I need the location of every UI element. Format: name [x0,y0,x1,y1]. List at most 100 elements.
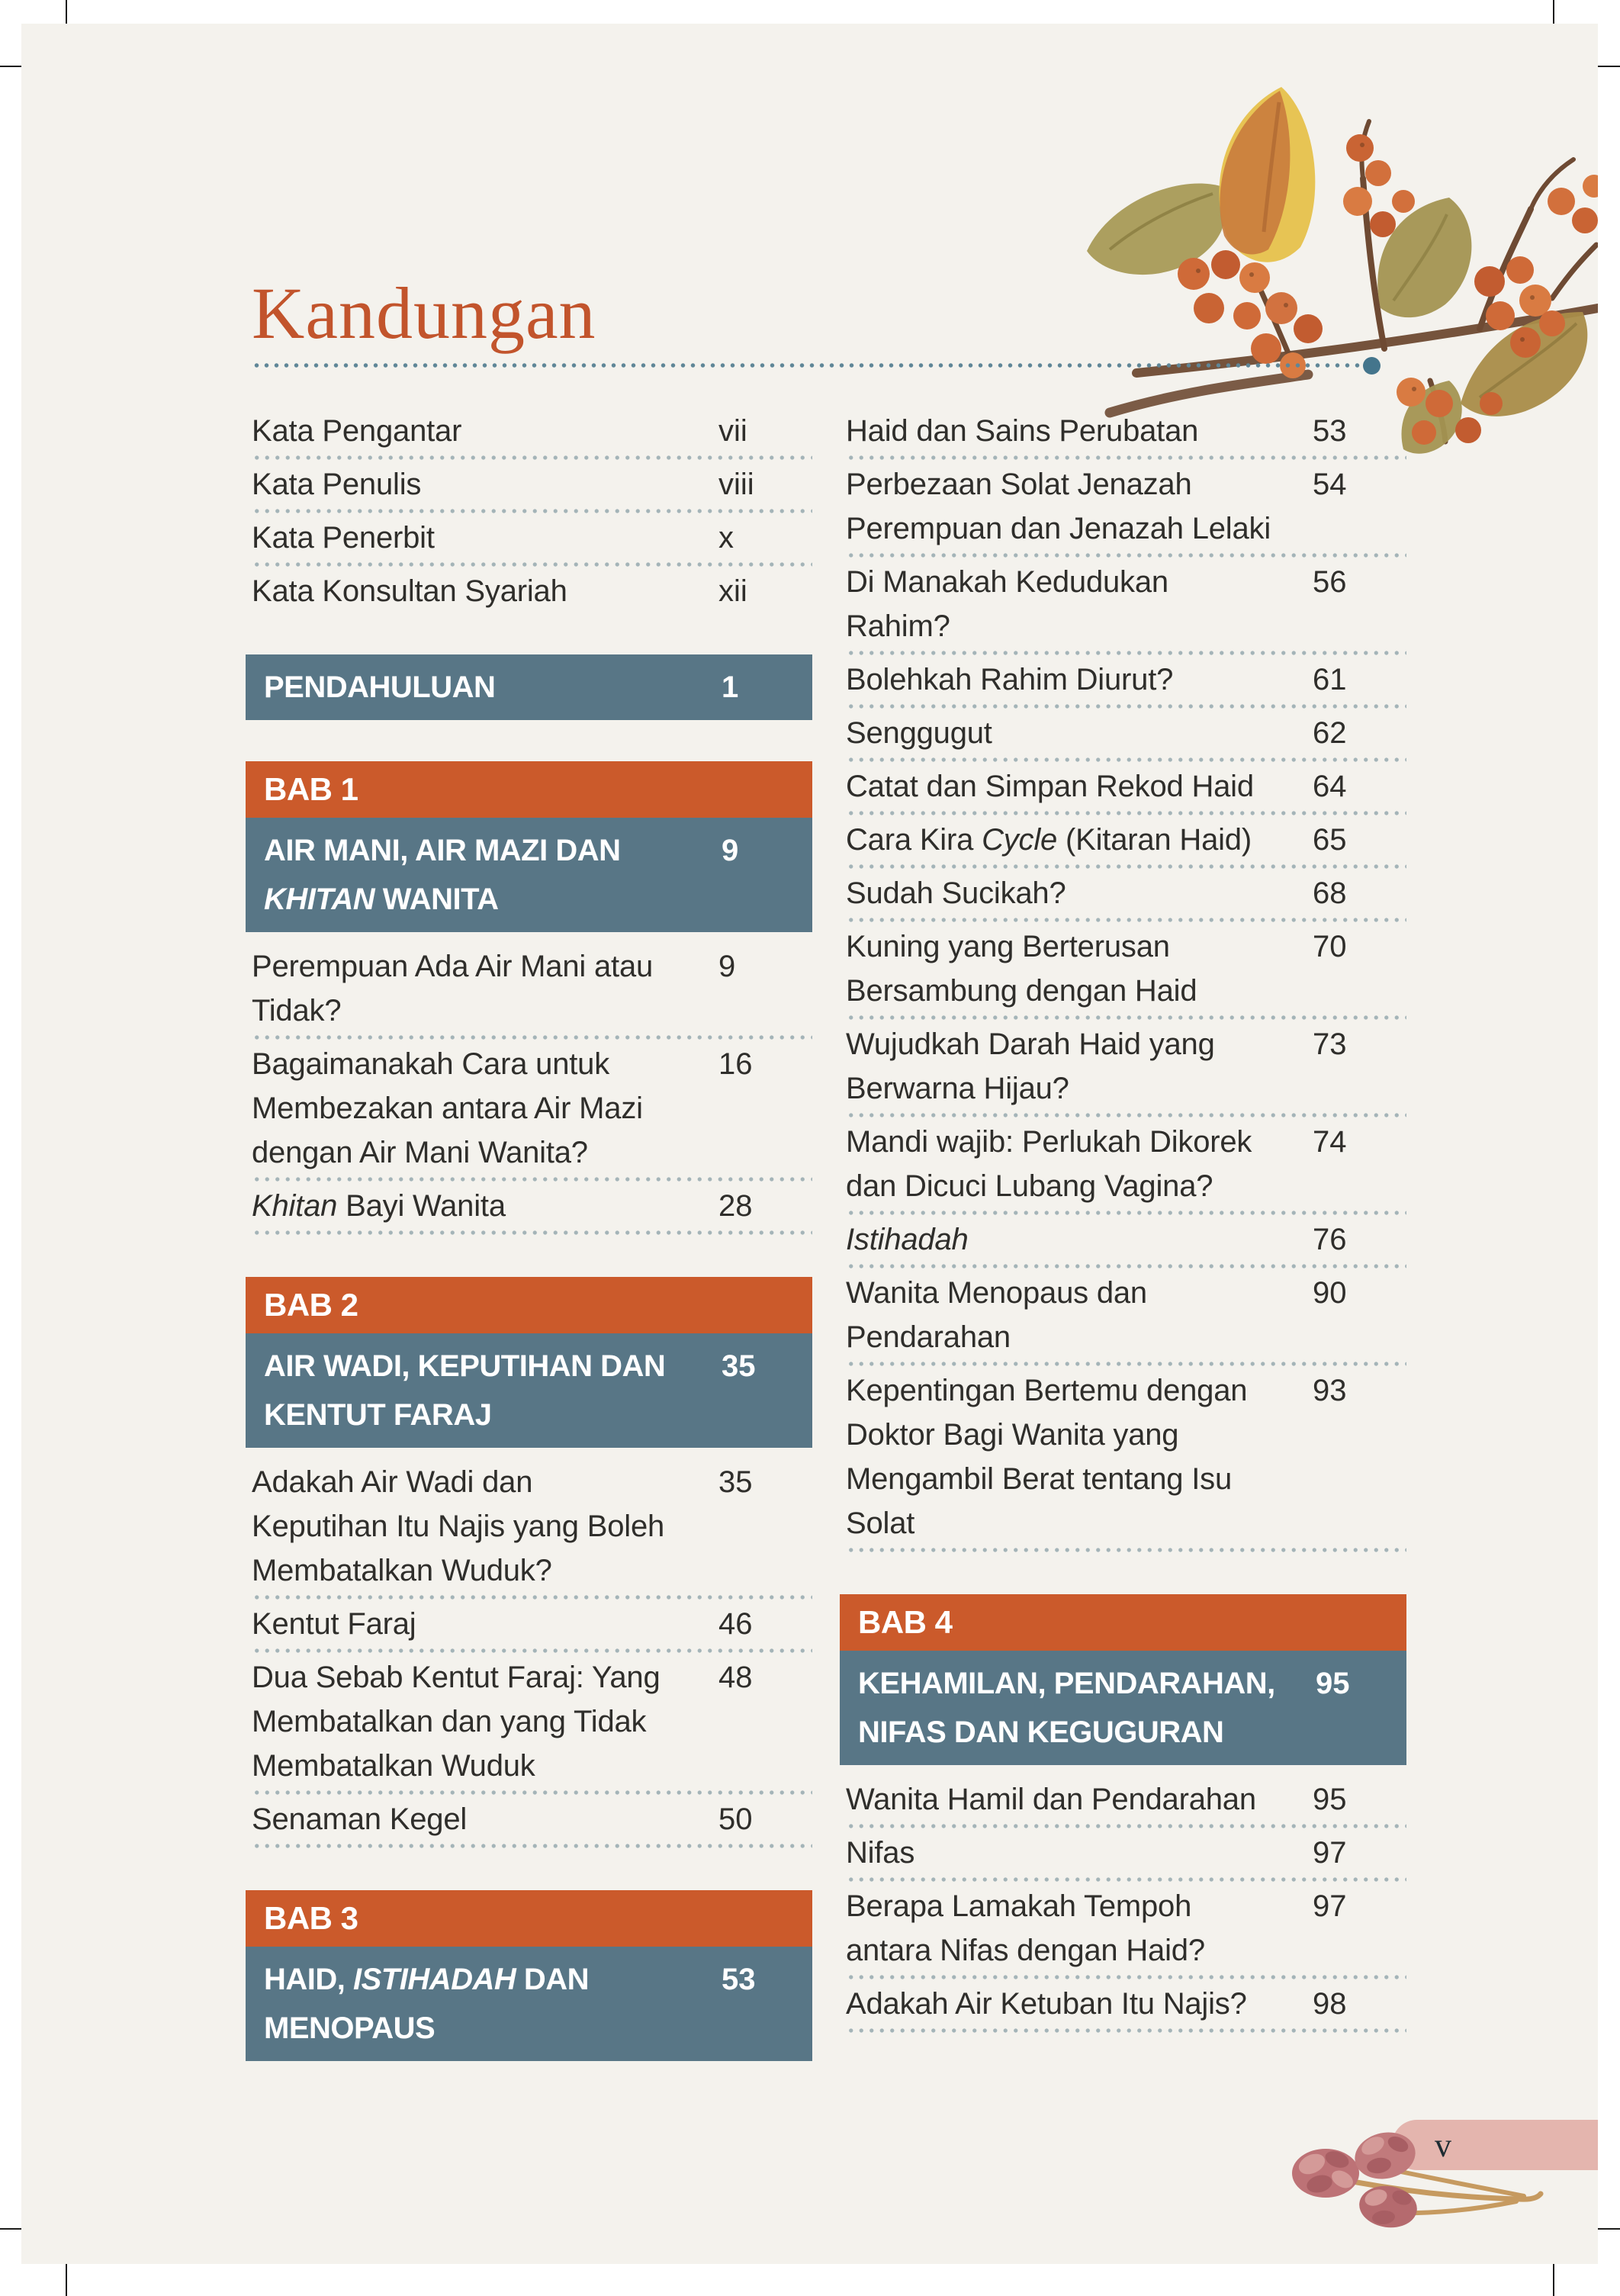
chapter-page: 53 [722,1963,756,1996]
dotted-separator [846,1974,1406,1980]
chapter-title: AIR WADI, KEPUTIHAN DAN KENTUT FARAJ [264,1349,666,1432]
toc-entry: Catat dan Simpan Rekod Haid 64 [846,764,1406,809]
toc-entry-page: vii [718,414,747,448]
toc-entry: Istihadah 76 [846,1217,1406,1262]
dotted-separator [846,703,1406,709]
toc-entry: Kata Pengantar vii [252,409,812,453]
flower-head-2 [1355,2132,1416,2179]
toc-entry: Cara Kira Cycle (Kitaran Haid) 65 [846,818,1406,862]
bab-label: BAB 4 [840,1594,1406,1651]
dotted-separator [846,810,1406,816]
rule-end-dot [1363,356,1381,375]
dotted-separator [846,650,1406,656]
toc-entry-page: 16 [718,1047,753,1081]
toc-entry-page: 9 [718,950,736,983]
dotted-separator [846,2027,1406,2034]
toc-entry: Wanita Menopaus dan Pendarahan 90 [846,1271,1406,1359]
dotted-separator [252,1594,812,1600]
toc-entry-title: Bagaimanakah Cara untuk Membezakan antar… [252,1047,643,1169]
toc-columns: Kata Pengantar vii Kata Penulis viii Kata Pe… [246,409,1406,2073]
dotted-separator [846,1112,1406,1118]
toc-entry-page: 62 [1313,716,1347,750]
toc-entry-page: 73 [1313,1027,1347,1061]
toc-entry-title: Cara Kira Cycle (Kitaran Haid) [846,823,1252,857]
page-title: Kandungan [252,272,596,354]
dotted-separator [846,863,1406,870]
toc-entry-title: Mandi wajib: Perlukah Dikorek dan Dicuci… [846,1125,1252,1203]
dotted-separator [846,1876,1406,1883]
dotted-separator [252,1843,812,1849]
toc-entry-page: viii [718,468,754,501]
toc-entry-page: 64 [1313,770,1347,803]
toc-entry-title: Adakah Air Wadi dan Keputihan Itu Najis … [252,1465,665,1587]
chapter-block: BAB 2 AIR WADI, KEPUTIHAN DAN KENTUT FARA… [246,1277,812,1448]
chapter-page: 35 [722,1349,756,1383]
bab-label: BAB 2 [246,1277,812,1333]
dotted-separator [846,455,1406,461]
chapter-page: 95 [1316,1667,1350,1700]
toc-entry: Perempuan Ada Air Mani atau Tidak? 9 [252,944,812,1033]
flower-head-3 [1359,2185,1417,2228]
toc-entry-title: Haid dan Sains Perubatan [846,414,1199,448]
toc-entry: Perbezaan Solat Jenazah Perempuan dan Je… [846,462,1406,551]
toc-entry-title: Kata Penulis [252,468,422,501]
toc-entry-title: Kuning yang Berterusan Bersambung dengan… [846,930,1197,1008]
toc-entry-page: 28 [718,1189,753,1223]
toc-entry: Adakah Air Wadi dan Keputihan Itu Najis … [252,1460,812,1593]
dotted-separator [252,1176,812,1182]
page-number: v [1435,2127,1451,2164]
dotted-separator [252,455,812,461]
toc-entry: Bolehkah Rahim Diurut? 61 [846,658,1406,702]
toc-entry: Kata Penerbit x [252,516,812,560]
dotted-separator [252,1790,812,1796]
toc-entry: Kata Konsultan Syariah xii [252,569,812,613]
toc-entry-page: 56 [1313,565,1347,599]
toc-entry-page: 93 [1313,1374,1347,1407]
toc-entry-title: Senggugut [846,716,992,750]
chapter-title: HAID, ISTIHADAH DAN MENOPAUS [264,1963,590,2045]
toc-entry-title: Berapa Lamakah Tempoh antara Nifas denga… [846,1889,1205,1967]
crop-mark-bottom-left-v [66,2248,67,2296]
toc-entry: Wanita Hamil dan Pendarahan 95 [846,1777,1406,1822]
toc-entry-page: 97 [1313,1836,1347,1870]
dotted-separator [846,1823,1406,1829]
toc-entry: Adakah Air Ketuban Itu Najis? 98 [846,1982,1406,2026]
toc-entry-page: 98 [1313,1987,1347,2021]
chapter-block: BAB 4 KEHAMILAN, PENDARAHAN, NIFAS DAN KE… [840,1594,1406,1765]
dotted-separator [846,1547,1406,1553]
chapter-page: 9 [722,834,739,867]
flower-heads [1292,2132,1417,2228]
toc-entry-title: Perempuan Ada Air Mani atau Tidak? [252,950,654,1027]
dotted-separator [252,1648,812,1654]
toc-entry-title: Kata Pengantar [252,414,462,448]
section-box: PENDAHULUAN 1 [246,654,812,720]
toc-entry-title: Kata Penerbit [252,521,435,555]
toc-entry: Kuning yang Berterusan Bersambung dengan… [846,925,1406,1013]
chapter-page: 1 [722,670,739,704]
toc-entry-page: 53 [1313,414,1347,448]
toc-entry-page: 54 [1313,468,1347,501]
toc-entry-title: Dua Sebab Kentut Faraj: Yang Membatalkan… [252,1661,661,1783]
toc-entry-page: 61 [1313,663,1347,696]
toc-column-right: Haid dan Sains Perubatan 53 Perbezaan Sola… [840,409,1406,2035]
chapter-title-box: HAID, ISTIHADAH DAN MENOPAUS 53 [246,1947,812,2061]
toc-entry: Haid dan Sains Perubatan 53 [846,409,1406,453]
chapter-title-box: KEHAMILAN, PENDARAHAN, NIFAS DAN KEGUGUR… [840,1651,1406,1765]
dotted-separator [252,1034,812,1040]
dotted-separator [846,757,1406,763]
chapter-title-box: AIR MANI, AIR MAZI DAN KHITAN WANITA 9 [246,818,812,932]
page-number-box: v [1392,2120,1598,2170]
toc-entry-page: 95 [1313,1783,1347,1816]
book-page: Kandungan Kata Pengantar vii Kata Penulis v… [21,24,1598,2264]
toc-column-left: Kata Pengantar vii Kata Penulis viii Kata Pe… [246,409,812,2073]
dotted-separator [846,552,1406,558]
leaf-big-orange [1220,91,1291,255]
crop-mark-bottom-right-v [1553,2248,1554,2296]
toc-entry-page: 65 [1313,823,1347,857]
toc-entry-page: 46 [718,1607,753,1641]
dotted-separator [252,561,812,568]
toc-entry: Sudah Sucikah? 68 [846,871,1406,915]
toc-entry: Kentut Faraj 46 [252,1602,812,1646]
toc-entry-page: 76 [1313,1223,1347,1256]
